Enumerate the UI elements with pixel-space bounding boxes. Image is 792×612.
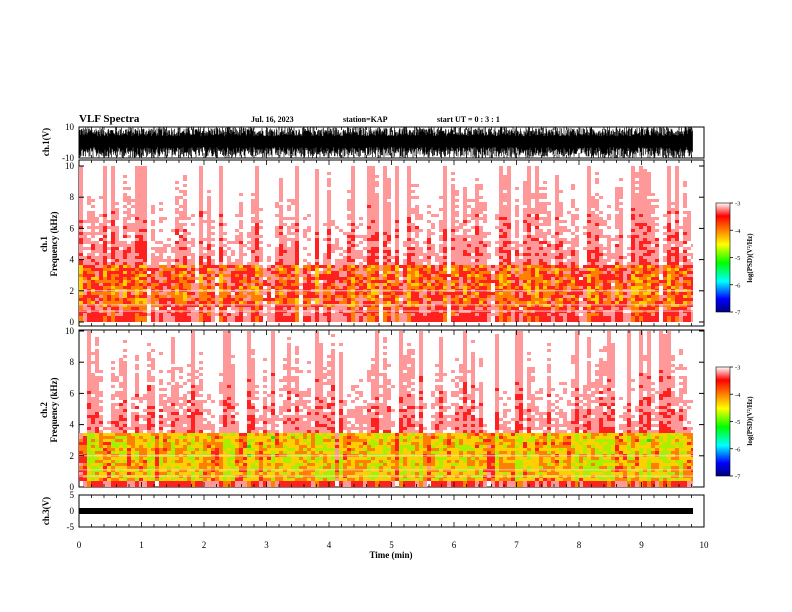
ch2-spec-ytick-8: 8 [70,357,75,367]
time-xtick-6: 6 [452,540,457,550]
ch2-colorbar-label: log(PSD)(V²/Hz) [746,396,754,446]
ch1-spec-ytick-10: 10 [65,161,75,171]
ch2-colorbar: -3 -4 -5 -6 -7 log(PSD)(V²/Hz) [715,365,754,481]
start-time-label: start UT = 0 : 3 : 1 [437,115,500,124]
chart-title: VLF Spectra [79,113,140,125]
cb2ticks-tick--3: -3 [735,365,740,372]
time-xtick-2: 2 [202,540,207,550]
station-label: station=KAP [343,115,388,124]
ch2-spec-ytick-6: 6 [70,388,75,398]
ch1-spec-ytick-4: 4 [70,255,75,265]
time-xtick-1: 1 [139,540,144,550]
ch1-spec-ytick-8: 8 [70,192,75,202]
ch3-wave-ytick-1: 0 [70,506,75,516]
ch1-spectrogram-ylabel-line1: ch.1 [39,236,49,252]
ch3-wave-ytick-2: -5 [67,522,75,532]
time-xtick-9: 9 [639,540,644,550]
ch3-waveform-ylabel: ch.3(V) [41,497,51,525]
ch2-spec-ytick-2: 2 [70,451,75,461]
ch2-spectrogram-ylabel-line1: ch.2 [39,402,49,418]
ch1-spectrogram-image [79,166,693,322]
ch2-spec-ytick-10: 10 [65,326,75,336]
ch2-spec-ytick-4: 4 [70,420,75,430]
date-label: Jul. 16, 2023 [251,115,294,124]
cb2ticks-tick--4: -4 [735,392,741,399]
ch1-waveform-trace [79,127,693,158]
time-xtick-4: 4 [327,540,332,550]
ch1-spec-ytick-2: 2 [70,286,75,296]
cb1ticks-tick--6: -6 [735,282,741,289]
ch3-waveform-trace [79,508,693,514]
time-xtick-0: 0 [77,540,82,550]
ch3-wave-ytick-0: 5 [70,490,75,500]
cb1ticks-tick--4: -4 [735,228,741,235]
ch2-spec-ytick-0: 0 [70,482,75,492]
time-xtick-8: 8 [577,540,582,550]
ch1-waveform-ylabel: ch.1(V) [41,128,51,156]
cb1ticks-tick--3: -3 [735,201,740,208]
ch1-spec-ytick-6: 6 [70,223,75,233]
ch1-colorbar-label: log(PSD)(V²/Hz) [746,233,754,283]
ch1-wave-ytick-0: 10 [65,122,75,132]
time-xtick-7: 7 [514,540,519,550]
ch1-spec-ytick-0: 0 [70,317,75,327]
cb1ticks-tick--7: -7 [735,310,741,317]
ch1-spectrogram-ylabel-line2: Frequency (kHz) [49,211,59,276]
time-xtick-10: 10 [700,540,710,550]
ch1-wave-ytick-1: -10 [62,153,74,163]
ch1-colorbar: -3 -4 -5 -6 -7 log(PSD)(V²/Hz) [715,201,754,317]
time-xtick-5: 5 [389,540,394,550]
time-xtick-3: 3 [264,540,269,550]
ch2-spectrogram-image [79,331,693,487]
time-axis-label: Time (min) [369,550,412,560]
cb2ticks-tick--5: -5 [735,419,740,426]
cb2ticks-tick--6: -6 [735,446,741,453]
cb1ticks-tick--5: -5 [735,255,740,262]
cb2ticks-tick--7: -7 [735,474,741,481]
ch2-spectrogram-ylabel-line2: Frequency (kHz) [49,377,59,442]
